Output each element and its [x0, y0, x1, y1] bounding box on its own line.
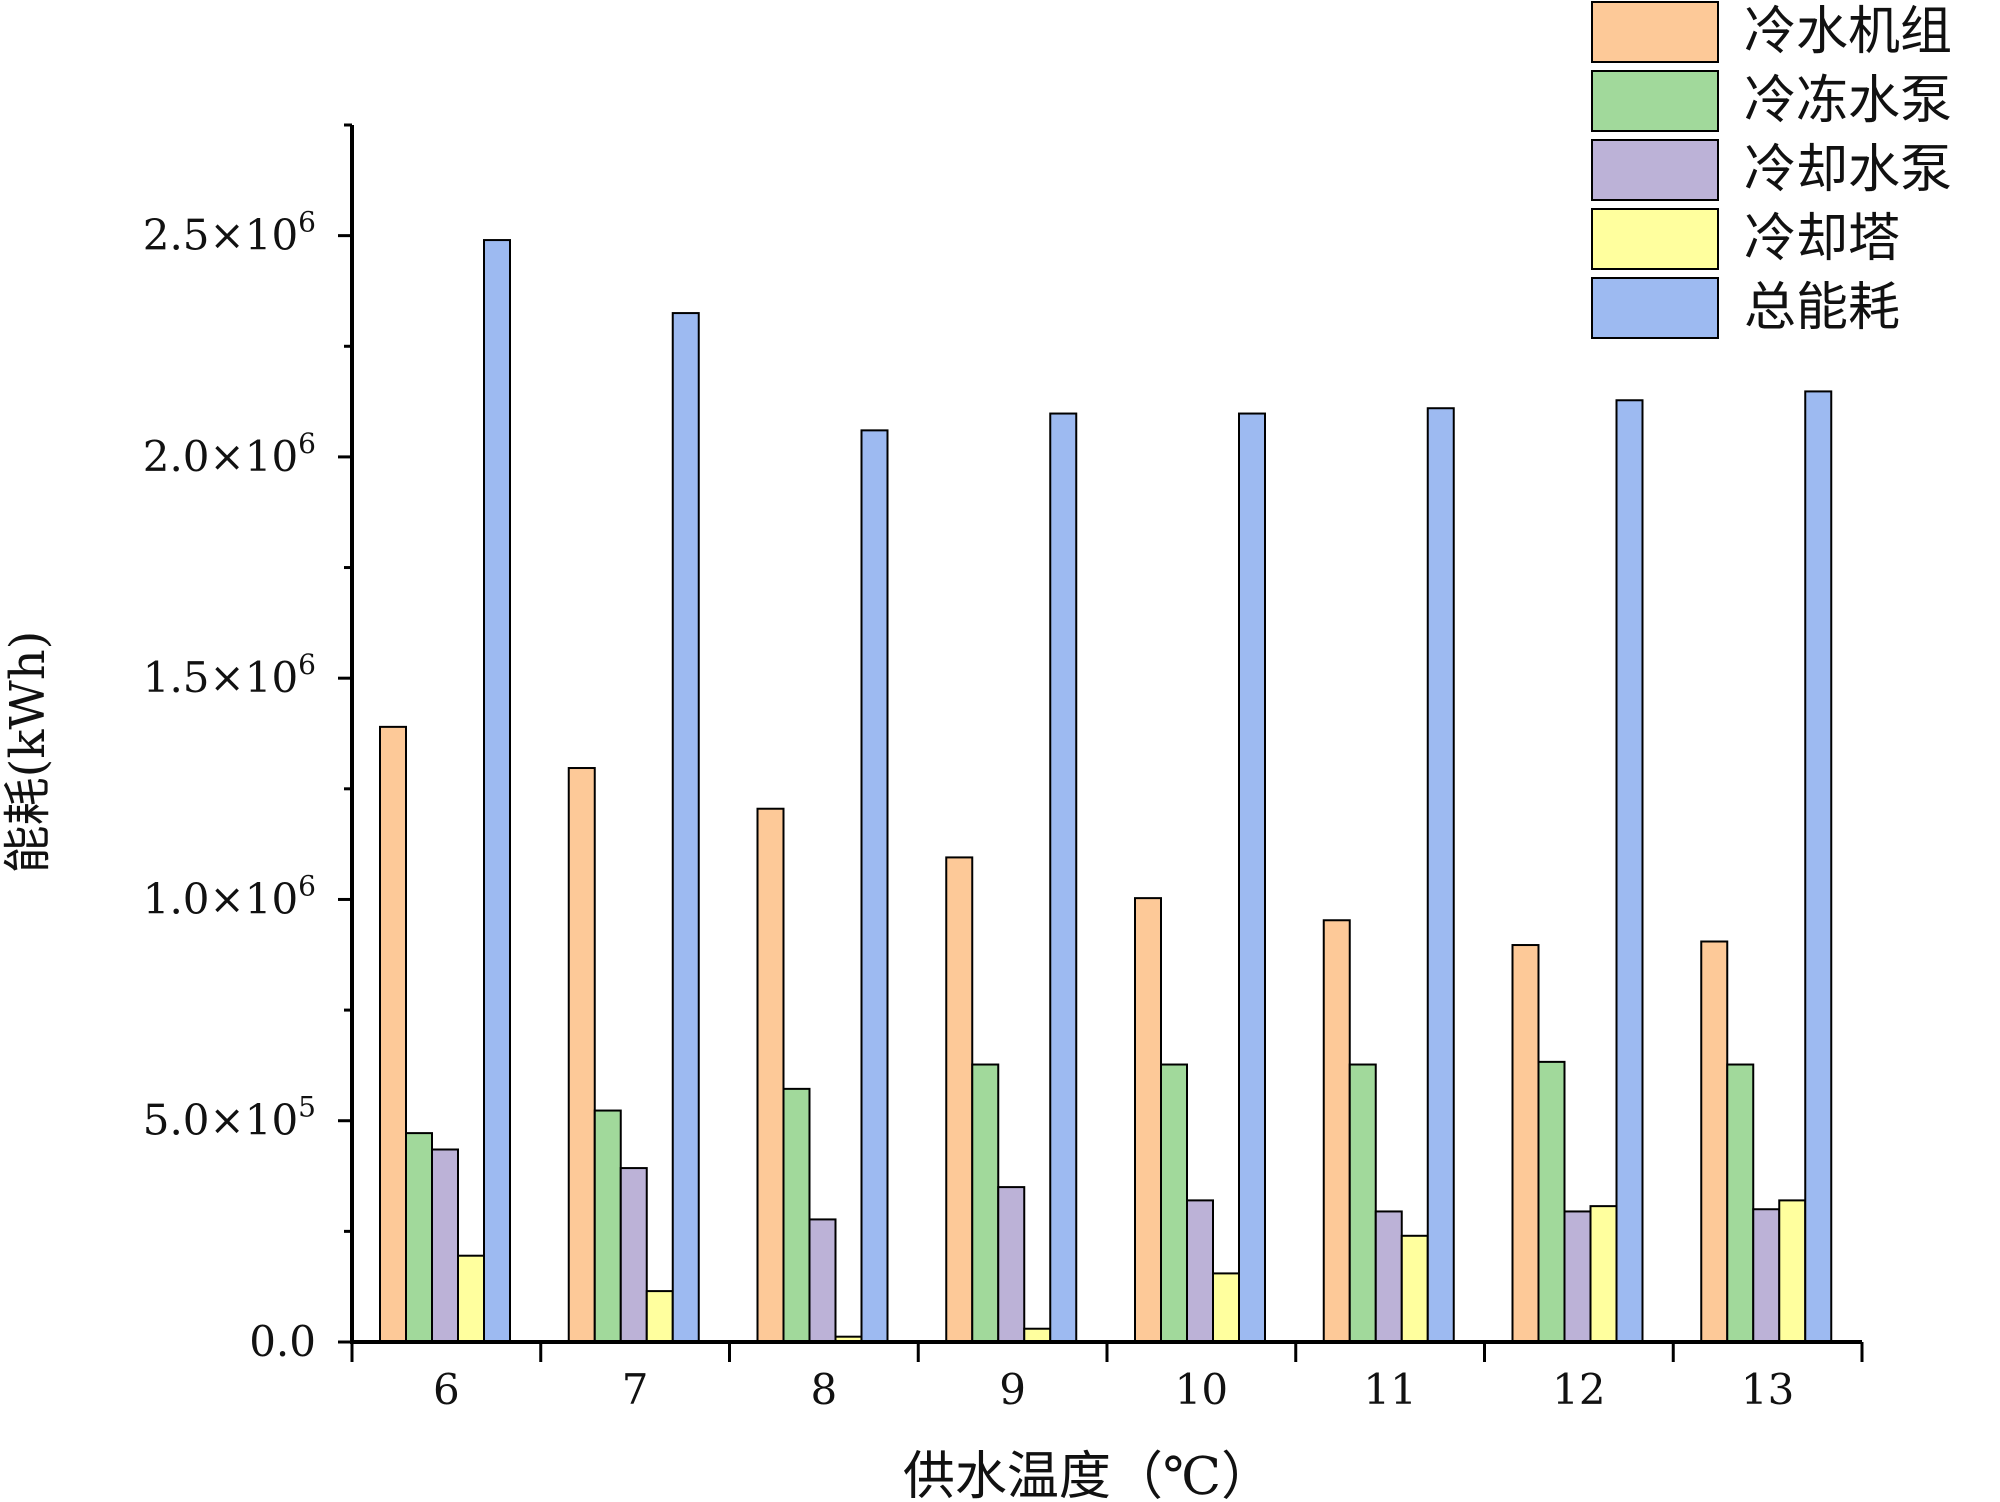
- bar-9-1: [945, 856, 974, 1343]
- bar-11-4: [1400, 1234, 1429, 1343]
- bar-6-4: [457, 1254, 485, 1343]
- bar-7-1: [567, 767, 596, 1343]
- bar-12-5: [1615, 399, 1644, 1344]
- x-axis-label: 供水温度（℃）: [903, 1447, 1273, 1502]
- x-tick-label: 9: [999, 1365, 1026, 1414]
- bar-6-3: [431, 1148, 459, 1343]
- x-tick-label: 13: [1741, 1365, 1794, 1414]
- x-tick-label: 10: [1175, 1365, 1228, 1414]
- y-tick-label: 2.5×106: [143, 206, 316, 260]
- bar-12-3: [1563, 1210, 1592, 1343]
- bar-6-1: [379, 725, 407, 1343]
- legend-swatch: [1591, 277, 1719, 339]
- bar-7-3: [619, 1167, 648, 1343]
- bar-13-1: [1700, 940, 1729, 1343]
- legend-label: 冷冻水泵: [1744, 71, 1952, 131]
- bar-12-4: [1589, 1205, 1618, 1343]
- bar-9-3: [997, 1186, 1026, 1344]
- legend-label: 冷水机组: [1744, 2, 1952, 62]
- y-tick-label: 0.0: [249, 1317, 316, 1366]
- x-tick-label: 6: [433, 1365, 460, 1414]
- y-axis-label: 能耗(kWh): [0, 631, 56, 874]
- legend-swatch: [1591, 139, 1719, 201]
- bar-7-5: [671, 312, 700, 1344]
- bar-13-2: [1726, 1063, 1755, 1344]
- bars-layer: [379, 239, 1833, 1344]
- x-tick-label: 11: [1363, 1365, 1416, 1414]
- y-tick-label: 2.0×106: [143, 427, 316, 481]
- bar-8-5: [860, 429, 889, 1343]
- legend-swatch: [1591, 70, 1719, 132]
- bar-8-1: [756, 807, 785, 1343]
- bar-12-1: [1511, 944, 1540, 1344]
- legend-label: 冷却水泵: [1744, 140, 1952, 200]
- legend-label: 总能耗: [1744, 278, 1900, 338]
- bar-11-1: [1322, 919, 1351, 1344]
- y-tick-label: 1.0×106: [143, 869, 316, 923]
- y-tick-label: 1.5×106: [143, 648, 316, 702]
- bar-11-3: [1374, 1210, 1403, 1343]
- bar-10-5: [1238, 412, 1266, 1344]
- bar-12-2: [1537, 1060, 1566, 1344]
- bar-11-2: [1348, 1063, 1377, 1344]
- bar-10-2: [1160, 1063, 1188, 1344]
- ticks-layer: 0.0 5.0×105 1.0×106 1.5×106 2.0×106 2.5×106 6 7…: [143, 123, 1864, 1414]
- bar-13-4: [1778, 1199, 1807, 1344]
- bar-9-5: [1049, 412, 1078, 1344]
- bar-7-4: [645, 1290, 674, 1344]
- bar-6-2: [405, 1132, 433, 1343]
- bar-13-5: [1804, 390, 1833, 1343]
- y-tick-label: 5.0×105: [143, 1091, 316, 1145]
- legend-swatch: [1591, 1, 1719, 63]
- bar-10-1: [1134, 897, 1162, 1343]
- bar-10-3: [1186, 1199, 1214, 1344]
- bar-10-4: [1212, 1272, 1240, 1343]
- bar-7-2: [593, 1109, 622, 1343]
- legend-swatch: [1591, 208, 1719, 270]
- x-tick-label: 8: [811, 1365, 838, 1414]
- bar-13-3: [1752, 1208, 1781, 1343]
- bar-8-2: [782, 1087, 811, 1344]
- bar-11-5: [1426, 407, 1455, 1344]
- bar-9-2: [971, 1063, 1000, 1344]
- x-tick-label: 7: [622, 1365, 649, 1414]
- bar-6-5: [483, 239, 511, 1344]
- x-tick-label: 12: [1552, 1365, 1605, 1414]
- legend-label: 冷却塔: [1744, 209, 1900, 269]
- bar-8-3: [808, 1218, 837, 1344]
